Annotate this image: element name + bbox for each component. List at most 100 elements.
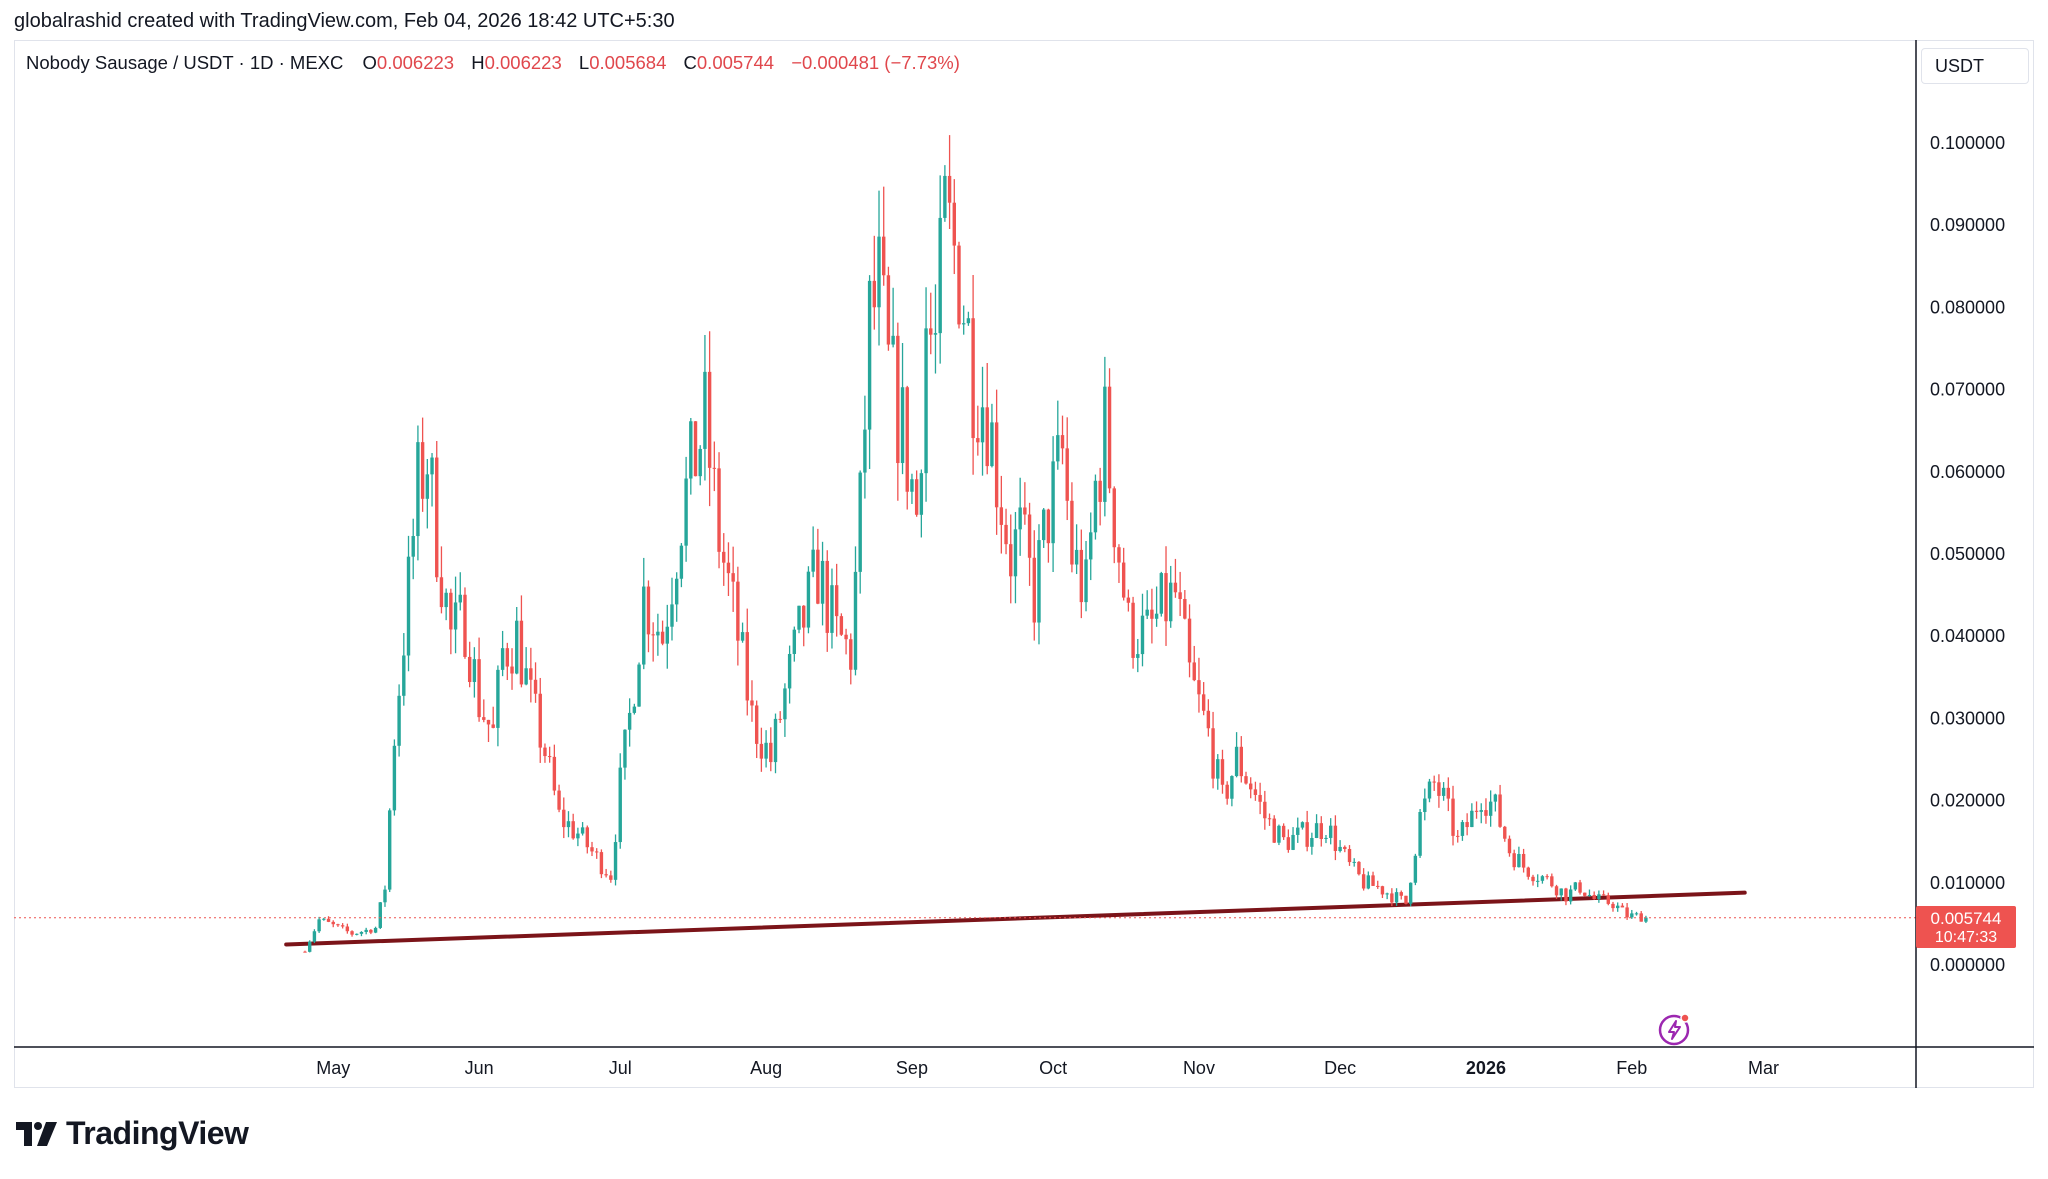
lightning-icon[interactable]: [1657, 1011, 1693, 1047]
candle-body: [1526, 867, 1530, 877]
candle-body: [834, 585, 839, 617]
candle: [999, 475, 1004, 554]
candle: [1051, 436, 1055, 572]
candle-body: [1413, 855, 1418, 883]
candle: [1211, 711, 1215, 789]
candle: [500, 630, 505, 677]
candle: [1079, 529, 1084, 619]
currency-button[interactable]: USDT: [1921, 48, 2029, 84]
candle: [1112, 486, 1116, 564]
candle-body: [562, 809, 566, 828]
tradingview-logo[interactable]: TradingView: [16, 1115, 249, 1152]
candle: [1366, 871, 1371, 890]
candle-body: [994, 422, 999, 508]
candle: [929, 292, 933, 355]
candle-body: [966, 318, 971, 324]
time-tick-label: Jul: [609, 1058, 632, 1078]
candle-body: [1540, 876, 1545, 881]
candle-body: [1597, 894, 1601, 900]
candle-body: [467, 656, 472, 683]
candle-body: [576, 833, 580, 839]
candle: [1319, 816, 1323, 847]
chart-caption: globalrashid created with TradingView.co…: [14, 10, 675, 32]
candle: [1399, 890, 1403, 900]
candle: [571, 813, 575, 840]
candle-body: [1117, 547, 1121, 563]
candle: [1536, 874, 1540, 888]
candle-body: [1399, 892, 1403, 896]
candle: [971, 274, 975, 475]
last-price-value: 0.005744: [1930, 909, 2002, 928]
candle: [900, 343, 905, 475]
high-value: 0.006223: [484, 52, 562, 73]
candle: [1234, 732, 1239, 778]
candle-body: [929, 328, 933, 335]
low-label: L: [578, 52, 590, 73]
candle-body: [1018, 507, 1022, 530]
candle: [1216, 754, 1220, 790]
candle: [966, 311, 971, 326]
symbol-name[interactable]: Nobody Sausage / USDT · 1D · MEXC: [26, 52, 344, 73]
candle-body: [449, 592, 453, 630]
candle-body: [990, 422, 994, 467]
symbol-legend: Nobody Sausage / USDT · 1D · MEXC O0.006…: [26, 52, 960, 74]
candle: [957, 241, 961, 329]
candle: [1220, 749, 1225, 794]
candle-body: [976, 438, 980, 443]
candle-body: [1197, 680, 1201, 695]
candle-body: [731, 573, 735, 582]
candle-body: [510, 666, 514, 674]
candle-body: [1583, 892, 1587, 896]
candle: [1583, 892, 1587, 897]
candle-body: [1357, 861, 1361, 875]
candle: [816, 528, 820, 605]
candle-body: [1465, 822, 1469, 828]
candle: [849, 633, 853, 685]
candle: [1441, 782, 1446, 801]
candle-body: [1159, 573, 1164, 614]
candle-body: [1140, 615, 1145, 655]
candle-body: [331, 921, 335, 925]
candle-body: [839, 616, 844, 635]
candle-body: [783, 688, 787, 720]
candle-body: [1385, 893, 1389, 895]
candle: [1296, 817, 1300, 843]
candle: [609, 870, 613, 883]
candle-body: [1474, 810, 1479, 812]
candle: [604, 868, 608, 878]
candle: [1380, 885, 1385, 899]
candle-body: [1630, 913, 1634, 918]
candle-body: [1009, 544, 1013, 577]
candle-body: [590, 847, 594, 852]
candle-body: [745, 632, 749, 701]
candle: [1244, 771, 1248, 785]
candle: [472, 647, 477, 698]
candle-body: [1281, 825, 1286, 838]
candle: [919, 469, 924, 538]
candle: [350, 930, 354, 937]
candle-body: [1361, 874, 1366, 889]
close-label: C: [683, 52, 697, 73]
candle: [872, 235, 877, 330]
candle: [482, 699, 486, 723]
candle: [1136, 638, 1140, 673]
candle-body: [1573, 882, 1578, 890]
candle: [1098, 467, 1102, 526]
candle-body: [919, 473, 924, 515]
candle-body: [402, 655, 406, 696]
candle: [1150, 588, 1154, 644]
candle-body: [651, 634, 655, 636]
candle: [331, 920, 335, 928]
candle: [877, 190, 881, 346]
candle: [1187, 604, 1192, 678]
candle: [618, 753, 622, 849]
price-tick-label: 0.100000: [1930, 133, 2005, 153]
candle-body: [1051, 461, 1055, 544]
candle: [420, 417, 425, 512]
candle: [1253, 781, 1258, 801]
candle-body: [1074, 549, 1079, 565]
candle: [1578, 879, 1582, 895]
candle-body: [359, 931, 364, 934]
candle-body: [1456, 835, 1460, 837]
